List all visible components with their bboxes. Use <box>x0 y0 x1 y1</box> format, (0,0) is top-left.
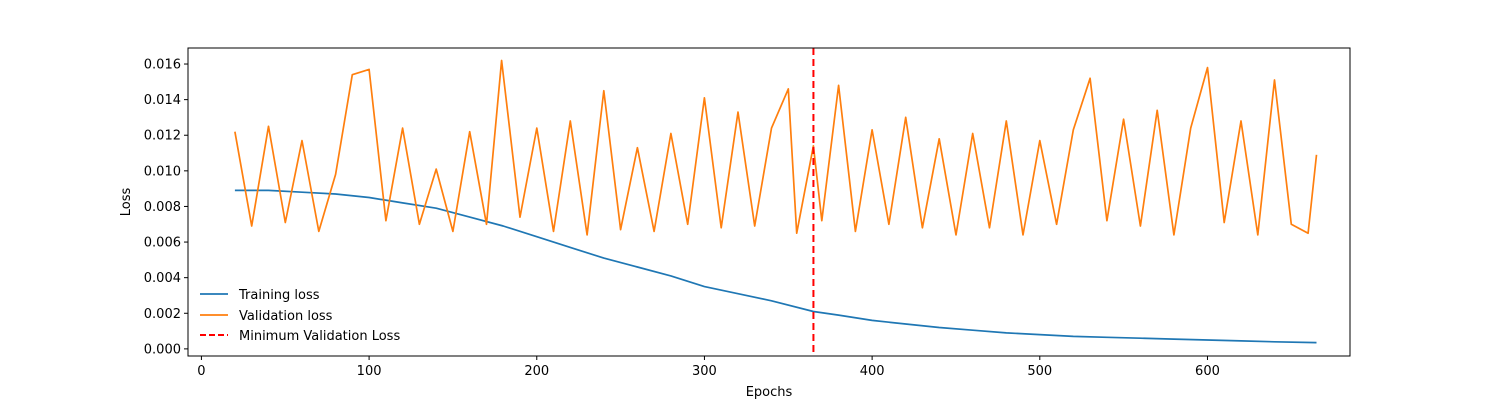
legend-label-training-loss: Training loss <box>238 288 320 303</box>
x-tick-label: 300 <box>692 364 717 379</box>
x-tick-label: 600 <box>1195 364 1220 379</box>
x-tick-label: 0 <box>197 364 205 379</box>
validation-loss-line <box>234 59 1318 236</box>
y-tick-label: 0.014 <box>144 93 181 108</box>
plot-frame <box>187 47 1351 357</box>
y-tick-label: 0.006 <box>144 236 181 251</box>
axis-ticks: 0 100 200 300 400 500 600 0.000 0.002 0.004 0.006 0… <box>144 58 1220 379</box>
legend-label-minimum-validation-loss: Minimum Validation Loss <box>239 329 400 344</box>
y-axis-title: Loss <box>119 188 134 217</box>
x-tick-label: 100 <box>357 364 382 379</box>
x-tick-label: 500 <box>1027 364 1052 379</box>
y-tick-label: 0.016 <box>144 58 181 73</box>
plot-area <box>234 48 1318 356</box>
x-tick-label: 400 <box>860 364 885 379</box>
y-tick-label: 0.008 <box>144 200 181 215</box>
x-axis-title: Epochs <box>746 385 793 400</box>
x-tick-label: 200 <box>524 364 549 379</box>
legend-label-validation-loss: Validation loss <box>239 309 333 324</box>
y-tick-label: 0.012 <box>144 129 181 144</box>
y-tick-label: 0.000 <box>144 342 181 357</box>
legend: Training loss Validation loss Minimum Va… <box>200 288 400 344</box>
y-tick-label: 0.002 <box>144 307 181 322</box>
y-tick-label: 0.004 <box>144 271 181 286</box>
training-loss-line <box>234 189 1317 344</box>
y-tick-label: 0.010 <box>144 164 181 179</box>
